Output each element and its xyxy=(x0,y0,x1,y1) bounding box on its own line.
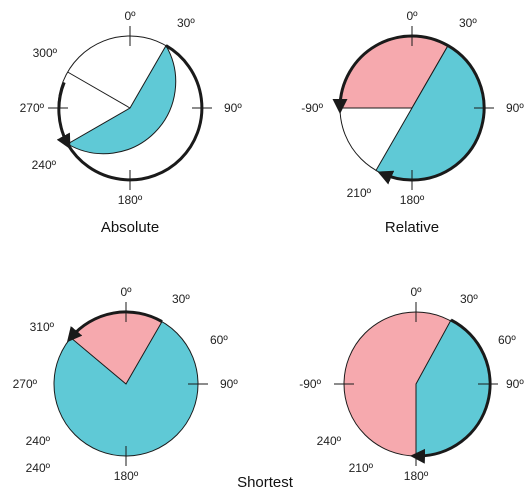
label-210: 210º xyxy=(347,186,372,200)
label-210: 210º xyxy=(349,461,374,475)
dial-shortest-1: 0º 30º 310º 60º 270º 90º 240º 240º 180º xyxy=(13,285,239,483)
caption-shortest: Shortest xyxy=(237,474,294,491)
label-left: 270º xyxy=(13,377,38,391)
label-240: 240º xyxy=(317,434,342,448)
label-30: 30º xyxy=(459,16,477,30)
dial-shortest-2: 0º 30º 60º -90º 90º 240º 210º 180º xyxy=(299,285,524,483)
rotation-arc xyxy=(56,81,71,150)
dial-relative: 0º 30º -90º 90º 210º 180º Relative xyxy=(301,9,524,236)
label-top: 0º xyxy=(124,9,136,23)
dial-absolute: 0º 30º 300º 270º 90º 240º 180º Absolute xyxy=(20,9,243,236)
label-30: 30º xyxy=(460,292,478,306)
label-right: 90º xyxy=(224,101,242,115)
label-top: 0º xyxy=(410,285,422,299)
label-left: 270º xyxy=(20,101,45,115)
label-60: 60º xyxy=(498,333,516,347)
label-310: 310º xyxy=(30,320,55,334)
label-top: 0º xyxy=(120,285,132,299)
label-bottom: 180º xyxy=(400,193,425,207)
label-right: 90º xyxy=(220,377,238,391)
label-240: 240º xyxy=(26,461,51,475)
label-bottom: 180º xyxy=(114,469,139,483)
label-240: 240º xyxy=(26,434,51,448)
label-30: 30º xyxy=(172,292,190,306)
blue-sector xyxy=(66,44,177,155)
sector-edge-300 xyxy=(67,71,131,109)
rotation-arc xyxy=(66,44,204,182)
rotation-arc xyxy=(410,318,492,464)
caption-absolute: Absolute xyxy=(101,219,159,236)
label-60: 60º xyxy=(210,333,228,347)
label-bottom: 180º xyxy=(404,469,429,483)
label-30: 30º xyxy=(177,16,195,30)
rotation-arc xyxy=(332,34,449,114)
label-right: 90º xyxy=(506,101,524,115)
rotation-arc xyxy=(411,44,486,182)
label-240: 240º xyxy=(32,158,57,172)
label-left: -90º xyxy=(299,377,321,391)
rotation-arc xyxy=(66,310,163,343)
label-right: 90º xyxy=(506,377,524,391)
label-300: 300º xyxy=(33,46,58,60)
label-top: 0º xyxy=(406,9,418,23)
rotation-arc xyxy=(377,170,413,185)
caption-relative: Relative xyxy=(385,219,439,236)
label-left: -90º xyxy=(301,101,323,115)
label-bottom: 180º xyxy=(118,193,143,207)
